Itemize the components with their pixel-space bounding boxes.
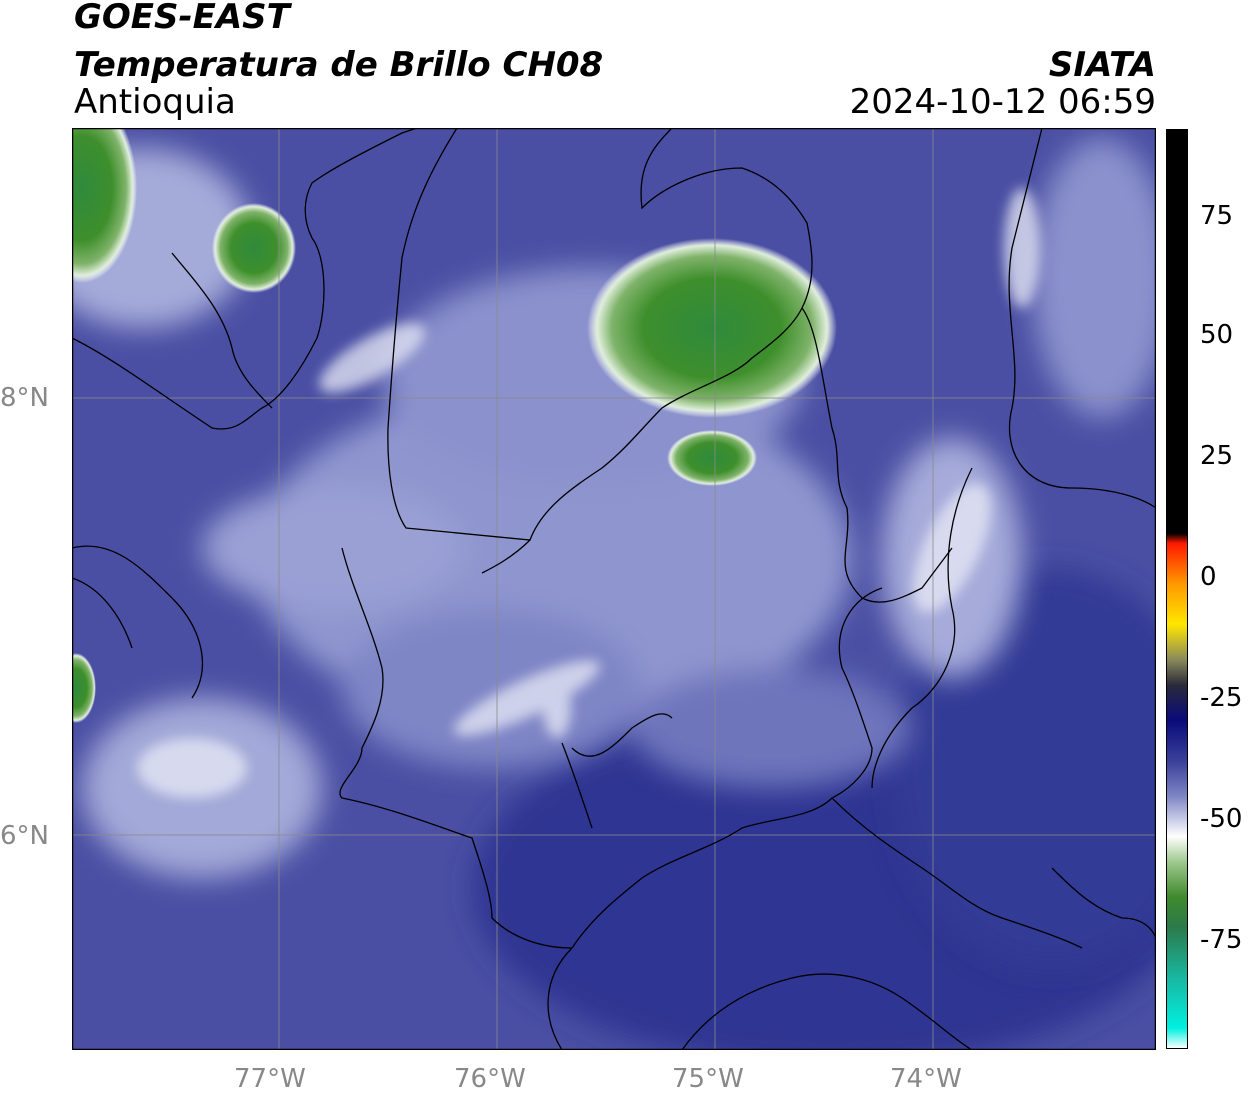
x-tick-label-76w: 76°W — [454, 1064, 526, 1094]
convective-cell-main — [587, 238, 837, 418]
colorbar-tick-minus25: -25 — [1200, 683, 1243, 713]
convective-cell-northwest — [212, 203, 296, 293]
x-tick-label-75w: 75°W — [672, 1064, 744, 1094]
colorbar-tick-75: 75 — [1200, 201, 1234, 231]
brand-label: SIATA — [1048, 45, 1156, 85]
graticule — [72, 128, 1156, 1050]
timestamp-label: 2024-10-12 06:59 — [849, 82, 1156, 122]
coastline — [72, 128, 418, 430]
colorbar-tick-25: 25 — [1200, 441, 1234, 471]
colorbar-tick-0: 0 — [1200, 562, 1217, 592]
x-tick-label-74w: 74°W — [890, 1064, 962, 1094]
map-title-satellite: GOES-EAST — [74, 0, 290, 37]
brightness-temperature-map — [72, 128, 1156, 1050]
moisture-bands — [72, 138, 1156, 878]
convective-cells — [72, 128, 837, 723]
y-tick-label-6n: 6°N — [0, 821, 49, 851]
region-label: Antioquia — [74, 82, 236, 122]
convective-cell-west — [72, 653, 96, 723]
antioquia-border — [387, 128, 813, 541]
convective-cell-corner — [72, 128, 137, 283]
convective-cell-south — [667, 430, 757, 486]
map-frame — [72, 128, 1156, 1050]
colorbar-tick-minus75: -75 — [1200, 925, 1243, 955]
colorbar-tick-minus50: -50 — [1200, 804, 1243, 834]
x-tick-label-77w: 77°W — [234, 1064, 306, 1094]
temperature-colorbar — [1166, 129, 1188, 1049]
map-title-product: Temperatura de Brillo CH08 — [74, 45, 604, 85]
colorbar-tick-50: 50 — [1200, 320, 1234, 350]
boundary-lines — [72, 128, 1156, 1050]
y-tick-label-8n: 8°N — [0, 383, 49, 413]
